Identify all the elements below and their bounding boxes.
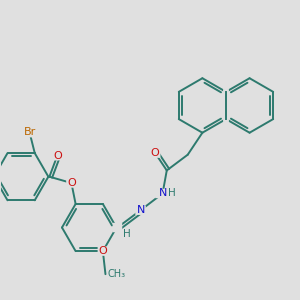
- FancyBboxPatch shape: [66, 178, 77, 188]
- FancyBboxPatch shape: [22, 127, 37, 137]
- Text: H: H: [123, 229, 131, 239]
- FancyBboxPatch shape: [150, 148, 160, 158]
- Text: N: N: [136, 205, 145, 215]
- Text: O: O: [98, 246, 107, 256]
- FancyBboxPatch shape: [113, 223, 122, 232]
- Text: N: N: [158, 188, 167, 199]
- Text: CH₃: CH₃: [108, 269, 126, 279]
- Text: Br: Br: [23, 127, 36, 137]
- Text: O: O: [53, 151, 62, 161]
- FancyBboxPatch shape: [52, 151, 62, 160]
- FancyBboxPatch shape: [98, 246, 108, 256]
- FancyBboxPatch shape: [155, 189, 170, 198]
- Text: O: O: [67, 178, 76, 188]
- Text: H: H: [168, 188, 176, 199]
- Text: O: O: [151, 148, 160, 158]
- FancyBboxPatch shape: [135, 206, 146, 215]
